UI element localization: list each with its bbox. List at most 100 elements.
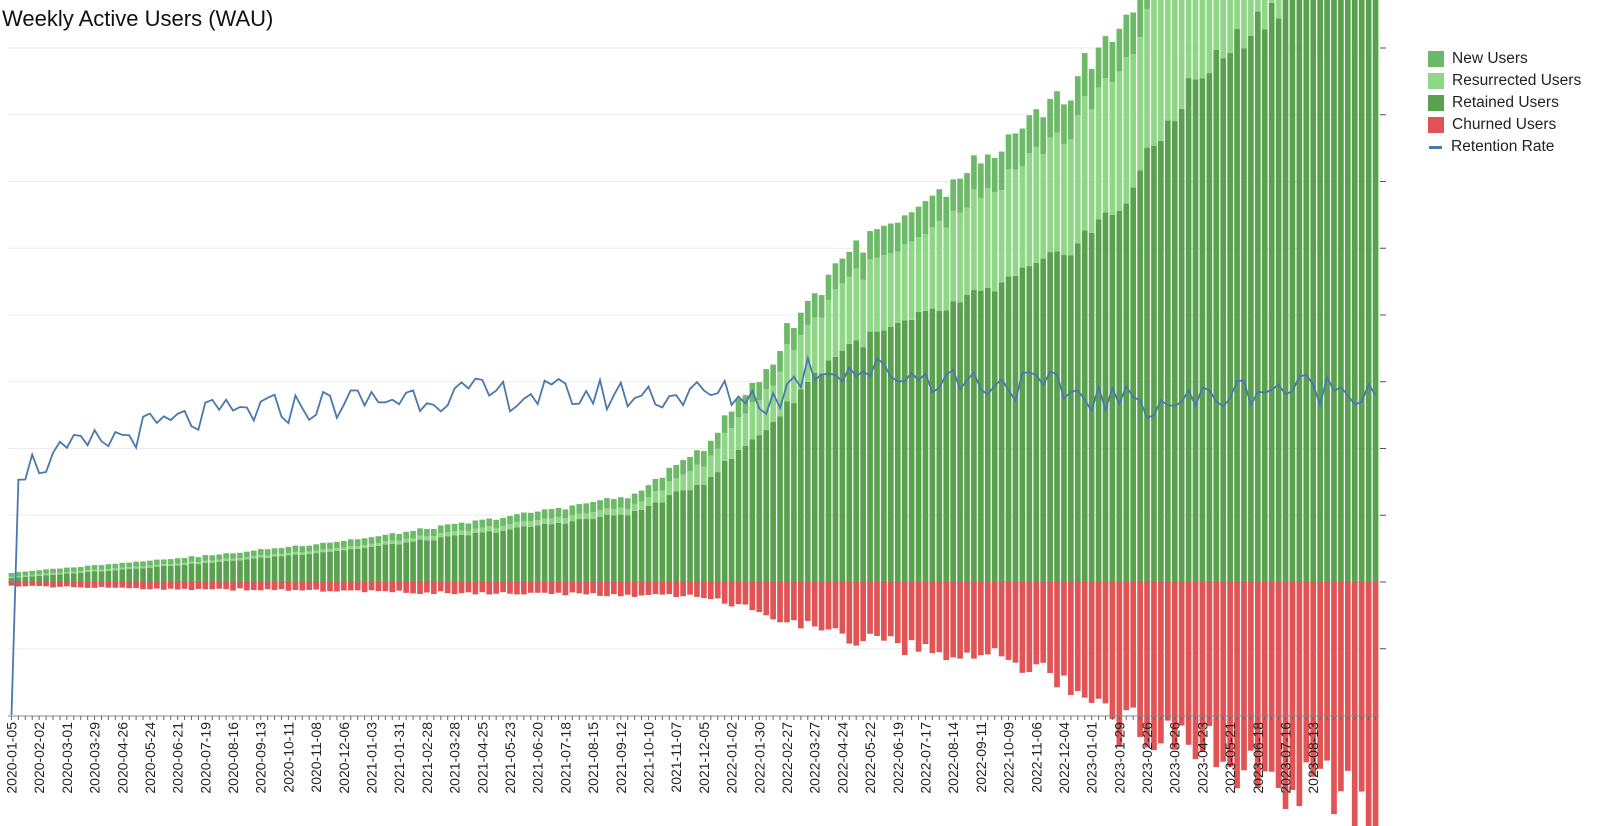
bar-churned-users: [451, 582, 458, 595]
bar-churned-users: [1005, 582, 1012, 660]
x-tick-label: 2022-10-09: [1001, 722, 1017, 794]
bar-retained-users: [396, 544, 403, 582]
bar-resurrected-users: [112, 568, 119, 571]
bar-marks: [8, 0, 1379, 826]
bar-new-users: [368, 537, 375, 544]
legend-label-new-users: New Users: [1452, 50, 1528, 67]
bar-new-users: [666, 467, 673, 482]
bar-resurrected-users: [306, 551, 313, 555]
bar-retained-users: [424, 540, 430, 582]
bar-resurrected-users: [701, 466, 707, 485]
bar-churned-users: [791, 582, 797, 621]
x-tick-label: 2022-12-04: [1056, 722, 1072, 794]
bar-retained-users: [181, 565, 188, 582]
bar-resurrected-users: [964, 207, 970, 295]
bar-resurrected-users: [853, 268, 860, 341]
bar-new-users: [950, 179, 956, 211]
bar-resurrected-users: [991, 192, 998, 292]
bar-resurrected-users: [521, 521, 527, 527]
bar-churned-users: [195, 582, 202, 589]
bar-churned-users: [230, 582, 236, 591]
bar-new-users: [389, 533, 396, 541]
legend-item-new-users[interactable]: New Users: [1428, 48, 1581, 70]
bar-retained-users: [1199, 78, 1206, 583]
x-tick-label: 2020-04-26: [114, 722, 130, 794]
bar-new-users: [209, 555, 216, 561]
bar-churned-users: [707, 582, 714, 600]
bar-retained-users: [1213, 49, 1220, 582]
bar-churned-users: [971, 582, 977, 659]
bar-retained-users: [340, 550, 347, 582]
bar-resurrected-users: [472, 528, 479, 533]
bar-churned-users: [825, 582, 832, 630]
bar-resurrected-users: [195, 562, 202, 565]
bar-resurrected-users: [458, 530, 465, 535]
bar-new-users: [237, 552, 243, 559]
bar-churned-users: [777, 582, 783, 623]
bar-new-users: [195, 557, 202, 563]
bar-retained-users: [957, 302, 963, 582]
bar-retained-users: [8, 578, 15, 582]
bar-resurrected-users: [929, 227, 936, 309]
bar-churned-users: [645, 582, 652, 595]
bar-churned-users: [1095, 582, 1102, 699]
x-tick-label: 2022-08-14: [945, 722, 961, 794]
x-tick-label: 2021-04-25: [474, 722, 490, 794]
bar-retained-users: [472, 532, 479, 582]
bar-new-users: [223, 553, 229, 559]
bar-resurrected-users: [881, 255, 887, 331]
bar-retained-users: [1012, 275, 1019, 582]
bar-new-users: [624, 498, 631, 509]
legend-label-resurrected-users: Resurrected Users: [1452, 72, 1582, 89]
bar-resurrected-users: [721, 432, 728, 461]
x-tick-label: 2021-01-03: [364, 722, 380, 794]
bar-retained-users: [320, 552, 326, 582]
bar-resurrected-users: [576, 513, 583, 520]
bar-resurrected-users: [839, 283, 846, 351]
bar-new-users: [334, 541, 340, 549]
bar-retained-users: [84, 571, 91, 582]
bar-resurrected-users: [971, 189, 977, 291]
bar-new-users: [728, 411, 735, 429]
bar-retained-users: [1095, 219, 1102, 582]
bar-churned-users: [555, 582, 562, 593]
bar-resurrected-users: [91, 569, 98, 572]
bar-new-users: [707, 440, 714, 456]
bar-resurrected-users: [410, 538, 416, 542]
bar-retained-users: [250, 558, 257, 582]
legend-item-churned-users[interactable]: Churned Users: [1428, 114, 1581, 136]
x-tick-label: 2022-11-06: [1028, 722, 1044, 793]
bar-churned-users: [188, 582, 195, 591]
bar-new-users: [64, 567, 70, 572]
bar-churned-users: [396, 582, 403, 591]
bar-churned-users: [1234, 582, 1240, 789]
bar-resurrected-users: [1171, 0, 1178, 122]
bar-retained-users: [846, 343, 853, 582]
legend-item-retained-users[interactable]: Retained Users: [1428, 92, 1581, 114]
bar-retained-users: [534, 525, 541, 582]
bar-new-users: [257, 549, 264, 555]
bar-churned-users: [174, 582, 181, 590]
bar-resurrected-users: [368, 543, 375, 547]
bar-retained-users: [382, 544, 389, 582]
bar-retained-users: [860, 347, 866, 582]
bar-resurrected-users: [1185, 0, 1192, 79]
bar-retained-users: [451, 535, 458, 582]
legend-item-resurrected-users[interactable]: Resurrected Users: [1428, 70, 1581, 92]
bar-churned-users: [1324, 582, 1330, 761]
legend-item-retention-rate[interactable]: Retention Rate: [1428, 136, 1581, 158]
bar-resurrected-users: [8, 576, 15, 579]
bar-new-users: [181, 557, 188, 563]
retention-rate-line: [10, 354, 1377, 716]
bar-retained-users: [701, 484, 707, 582]
bar-retained-users: [901, 320, 908, 582]
bar-retained-users: [791, 403, 797, 582]
bar-resurrected-users: [645, 497, 652, 507]
bar-retained-users: [1158, 140, 1164, 582]
x-tick-label: 2022-01-30: [751, 722, 767, 794]
bar-resurrected-users: [1116, 71, 1123, 211]
bar-resurrected-users: [188, 561, 195, 564]
bar-churned-users: [133, 582, 139, 589]
bar-retained-users: [264, 557, 271, 582]
bar-new-users: [756, 382, 763, 401]
